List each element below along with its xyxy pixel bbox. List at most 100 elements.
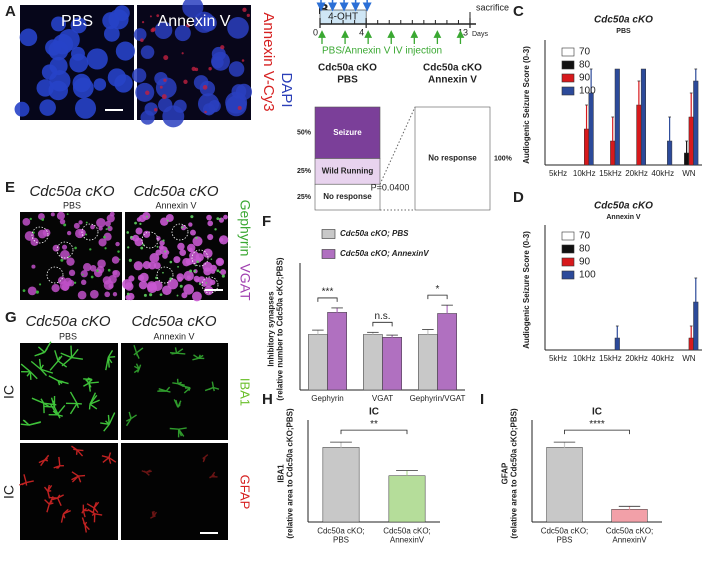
significance-label: * [436,284,440,295]
glia-process [52,400,56,408]
synapse-outline [156,266,174,284]
cell [173,256,181,264]
significance-label: *** [322,287,334,298]
cell [35,290,39,294]
cell [104,291,111,298]
cell [197,276,206,284]
legend-swatch [561,244,575,254]
cell [194,264,197,267]
cell [66,230,72,236]
cell [38,283,42,286]
cell [108,283,114,289]
percent-label: 25% [297,168,312,175]
cell [103,232,112,241]
glia-process [29,371,38,380]
cell [227,17,249,39]
cell [139,222,142,225]
significance-bracket [427,294,448,300]
cell [162,105,185,128]
category-label: Annexin V [428,75,477,86]
significance-label: n.s. [374,311,390,322]
legend-swatch [321,249,336,259]
cell [156,14,160,18]
cell [156,236,161,241]
glia-process [84,524,87,533]
bar [588,92,594,166]
glia-process [107,414,110,425]
cell [107,268,111,272]
glia-process [37,346,46,353]
glia-process [108,412,116,425]
legend-label: 70 [579,47,591,58]
cell [191,291,202,302]
cell [192,236,203,247]
cell [223,214,228,220]
cell [126,292,130,296]
chart-title: Cdc50a cKO [594,15,653,26]
bar [327,312,347,391]
glia-process [152,511,158,518]
glia-process [176,348,184,354]
cell [105,228,108,231]
cell [93,268,103,278]
glia-process [145,469,151,474]
cell [126,231,130,234]
cell [145,90,150,96]
significance-bracket [340,429,408,435]
x-tick-label: Gephyrin/VGAT [410,394,466,403]
segment-label: Wild Running [322,166,374,175]
cell [74,97,97,119]
significance-bracket [317,297,338,302]
y-axis-label: Audiogenic Seizure Score (0-3) [522,231,531,349]
x-tick-label: WN [682,354,696,363]
cell [185,258,193,266]
panel-label: E [5,179,15,196]
significance-bracket [564,429,630,435]
cell [85,221,88,224]
image-title: Annexin V [158,13,231,30]
glia-process [20,363,31,373]
cell [159,85,163,89]
cell [156,245,159,248]
glia-process [150,516,154,519]
cell [66,257,75,266]
cell [130,235,133,239]
legend-label: 100 [579,270,596,281]
cell [237,105,242,111]
bar [640,68,646,166]
bar [614,337,620,351]
cell [154,21,173,40]
cell [235,83,253,101]
cell [140,45,155,59]
cell [78,220,83,225]
cell [89,248,92,251]
x-tick-label: PBS [556,536,572,545]
glia-process [169,351,177,354]
timeline-end: sacrifice [476,2,509,12]
cell [60,258,64,262]
bar [322,447,360,523]
cell [177,242,185,251]
cell [221,274,225,278]
legend-swatch [561,270,575,280]
cell [154,107,158,112]
cell [19,28,38,47]
x-tick-label: PBS [333,536,349,545]
timeline-unit: Days [472,31,488,38]
glia-process [28,421,42,426]
glia-process [48,500,53,505]
glia-process [88,381,99,384]
legend-swatch [561,257,575,267]
cell [206,214,212,221]
cell [48,40,69,61]
y-axis-label: GFAP [501,462,510,484]
cell [182,0,204,18]
glia-process [69,403,78,415]
glia-process [87,508,96,515]
stain-label: Gephyrin [237,200,253,257]
cell [103,25,120,42]
glia-process [213,386,220,390]
bar [418,334,438,391]
glia-process [58,456,61,466]
